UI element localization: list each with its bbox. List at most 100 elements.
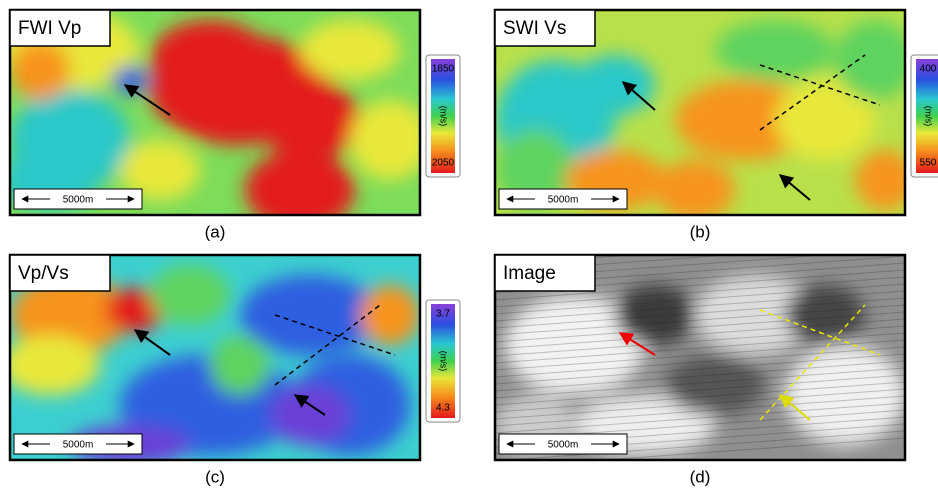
blob: [270, 385, 350, 445]
streak: [495, 318, 905, 350]
panel-caption: (c): [205, 467, 225, 486]
blob: [785, 345, 905, 445]
map: [495, 255, 905, 460]
colorbar-bottom: 2050: [432, 158, 455, 169]
colorbar-unit: (m/s): [924, 106, 934, 127]
streak: [495, 311, 905, 343]
title-box: [494, 9, 596, 47]
colorbar-unit: (m/s): [439, 106, 449, 127]
map: [10, 255, 420, 460]
panel-title: SWI Vs: [503, 18, 566, 39]
map: [10, 10, 420, 215]
fault-line: [274, 304, 381, 386]
scale-label: 5000m: [548, 440, 579, 451]
map-blobs: [495, 275, 905, 455]
colorbar: 1850 2050 (m/s): [425, 54, 461, 178]
streak: [495, 276, 905, 308]
scale-box: [13, 188, 143, 210]
panel: SWI Vs 5000m: [493, 8, 907, 217]
colorbar-top: 1850: [432, 64, 455, 75]
colorbar: 3.7 4.3 (m/s): [425, 299, 461, 423]
streak: [597, 437, 905, 460]
colorbar-top: 3.7: [436, 309, 450, 320]
colorbar-gradient: [916, 59, 938, 173]
streak: [495, 283, 905, 315]
title-box: [494, 254, 596, 292]
streak: [495, 388, 905, 420]
blob: [150, 265, 230, 325]
fault-line: [759, 304, 866, 421]
streak: [495, 346, 905, 378]
colorbar-gradient: [431, 59, 455, 173]
panel-frame: [493, 253, 907, 462]
colorbar-bottom: 550: [920, 158, 937, 169]
panel-frame: [8, 8, 422, 217]
blob: [360, 285, 420, 345]
streak: [495, 367, 905, 399]
colorbar-top: 400: [920, 64, 937, 75]
scale-box: [498, 188, 628, 210]
streak: [495, 304, 905, 336]
arrow: [123, 84, 171, 116]
map-blobs: [10, 10, 420, 215]
fault-line: [759, 309, 881, 356]
panel: Image 5000m: [493, 253, 907, 462]
blob: [112, 66, 148, 94]
blob: [675, 80, 815, 160]
blob: [665, 355, 765, 415]
blob: [10, 335, 100, 395]
blob: [350, 100, 420, 180]
scale-box: [13, 433, 143, 455]
streak: [495, 374, 905, 406]
panel-title: Image: [503, 263, 556, 284]
streak: [495, 269, 905, 301]
scale-label: 5000m: [63, 440, 94, 451]
streak: [495, 395, 905, 427]
arrow: [293, 394, 326, 416]
arrow: [133, 329, 171, 356]
title-box: [9, 254, 111, 292]
fault-line: [759, 54, 866, 131]
colorbar-bottom: 4.3: [436, 403, 450, 414]
panel: Vp/Vs 5000m: [8, 253, 422, 462]
blob: [150, 20, 270, 100]
panel-frame: [493, 8, 907, 217]
blob: [210, 335, 270, 395]
blob: [105, 288, 165, 332]
arrow: [778, 394, 811, 421]
colorbar-unit: (m/s): [439, 351, 449, 372]
scale-label: 5000m: [548, 195, 579, 206]
blob: [615, 285, 695, 345]
streak: [495, 325, 905, 357]
blob: [120, 140, 200, 200]
map-blobs: [10, 265, 420, 460]
streak: [501, 430, 905, 460]
colorbar-gradient: [431, 304, 455, 418]
panel-caption: (d): [690, 467, 711, 486]
streak: [495, 381, 905, 413]
blob: [245, 150, 355, 215]
blob: [775, 80, 875, 160]
panel-caption: (b): [690, 222, 711, 241]
streak: [495, 339, 905, 371]
scale-box: [498, 433, 628, 455]
panel-title: Vp/Vs: [18, 263, 69, 284]
arrow: [621, 81, 656, 111]
blob: [655, 160, 735, 215]
blob: [575, 55, 655, 115]
title-box: [9, 9, 111, 47]
blob: [240, 275, 380, 355]
blob: [260, 80, 360, 160]
blob: [10, 275, 130, 355]
blob: [715, 20, 835, 80]
streak: [495, 297, 905, 329]
panel-frame: [8, 253, 422, 462]
blob: [10, 40, 70, 100]
colorbar: 400 550 (m/s): [910, 54, 938, 178]
streak: [495, 402, 905, 434]
panel: FWI Vp 5000m: [8, 8, 422, 217]
blob: [505, 295, 645, 395]
blob: [785, 285, 865, 345]
panel-title: FWI Vp: [18, 18, 81, 39]
